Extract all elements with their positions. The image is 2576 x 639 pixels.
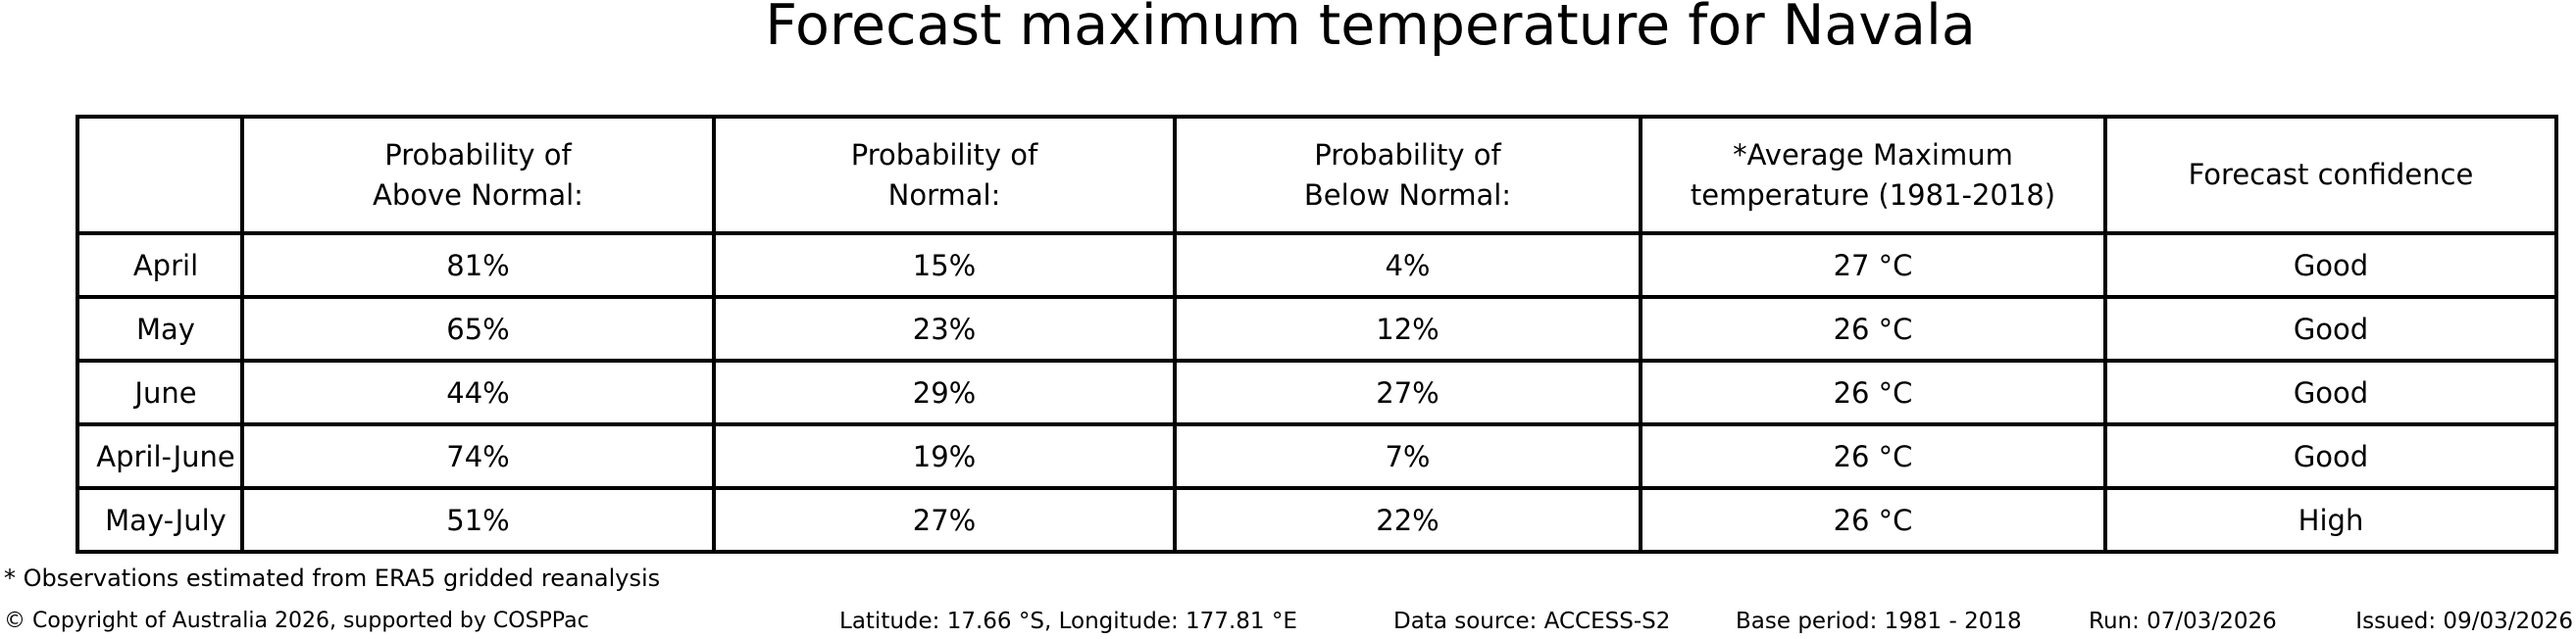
row-label: June <box>76 359 244 426</box>
table-row-april-june: April-June 74% 19% 7% 26 °C Good <box>76 422 2558 490</box>
cell-below-normal: 22% <box>1173 486 1642 554</box>
cell-above-normal: 81% <box>240 231 716 299</box>
cell-below-normal: 7% <box>1173 422 1642 490</box>
row-label: April-June <box>76 422 244 490</box>
data-source-text: Data source: ACCESS-S2 <box>1393 609 1671 634</box>
cell-above-normal: 51% <box>240 486 716 554</box>
cell-below-normal: 4% <box>1173 231 1642 299</box>
page-title: Forecast maximum temperature for Navala <box>765 0 1976 58</box>
cell-average-max-temp: 26 °C <box>1639 486 2107 554</box>
cell-forecast-confidence: Good <box>2103 422 2558 490</box>
cell-forecast-confidence: Good <box>2103 359 2558 426</box>
cell-normal: 29% <box>712 359 1177 426</box>
cell-above-normal: 74% <box>240 422 716 490</box>
cell-normal: 27% <box>712 486 1177 554</box>
col-header-average-max-temp: *Average Maximum temperature (1981-2018) <box>1639 115 2107 235</box>
base-period-text: Base period: 1981 - 2018 <box>1736 609 2022 634</box>
cell-average-max-temp: 26 °C <box>1639 359 2107 426</box>
cell-below-normal: 27% <box>1173 359 1642 426</box>
cell-normal: 15% <box>712 231 1177 299</box>
col-header-above-normal: Probability of Above Normal: <box>240 115 716 235</box>
row-label: May-July <box>76 486 244 554</box>
cell-below-normal: 12% <box>1173 295 1642 363</box>
table-row-april: April 81% 15% 4% 27 °C Good <box>76 231 2558 299</box>
row-label: April <box>76 231 244 299</box>
col-header-below-normal: Probability of Below Normal: <box>1173 115 1642 235</box>
cell-normal: 19% <box>712 422 1177 490</box>
cell-forecast-confidence: Good <box>2103 295 2558 363</box>
cell-above-normal: 44% <box>240 359 716 426</box>
table-row-may: May 65% 23% 12% 26 °C Good <box>76 295 2558 363</box>
run-date-text: Run: 07/03/2026 <box>2089 609 2277 634</box>
col-header-normal: Probability of Normal: <box>712 115 1177 235</box>
lat-lon-text: Latitude: 17.66 °S, Longitude: 177.81 °E <box>839 609 1297 634</box>
cell-average-max-temp: 26 °C <box>1639 422 2107 490</box>
cell-average-max-temp: 26 °C <box>1639 295 2107 363</box>
table-row-may-july: May-July 51% 27% 22% 26 °C High <box>76 486 2558 554</box>
cell-average-max-temp: 27 °C <box>1639 231 2107 299</box>
forecast-table: Probability of Above Normal: Probability… <box>76 115 2558 554</box>
cell-forecast-confidence: Good <box>2103 231 2558 299</box>
issued-date-text: Issued: 09/03/2026 <box>2355 609 2573 634</box>
cell-above-normal: 65% <box>240 295 716 363</box>
observations-footnote: * Observations estimated from ERA5 gridd… <box>4 565 661 592</box>
table-row-june: June 44% 29% 27% 26 °C Good <box>76 359 2558 426</box>
copyright-text: © Copyright of Australia 2026, supported… <box>4 609 589 633</box>
cell-normal: 23% <box>712 295 1177 363</box>
table-header-row: Probability of Above Normal: Probability… <box>76 115 2558 235</box>
cell-forecast-confidence: High <box>2103 486 2558 554</box>
row-label: May <box>76 295 244 363</box>
table-corner-cell <box>76 115 244 235</box>
col-header-forecast-confidence: Forecast confidence <box>2103 115 2558 235</box>
